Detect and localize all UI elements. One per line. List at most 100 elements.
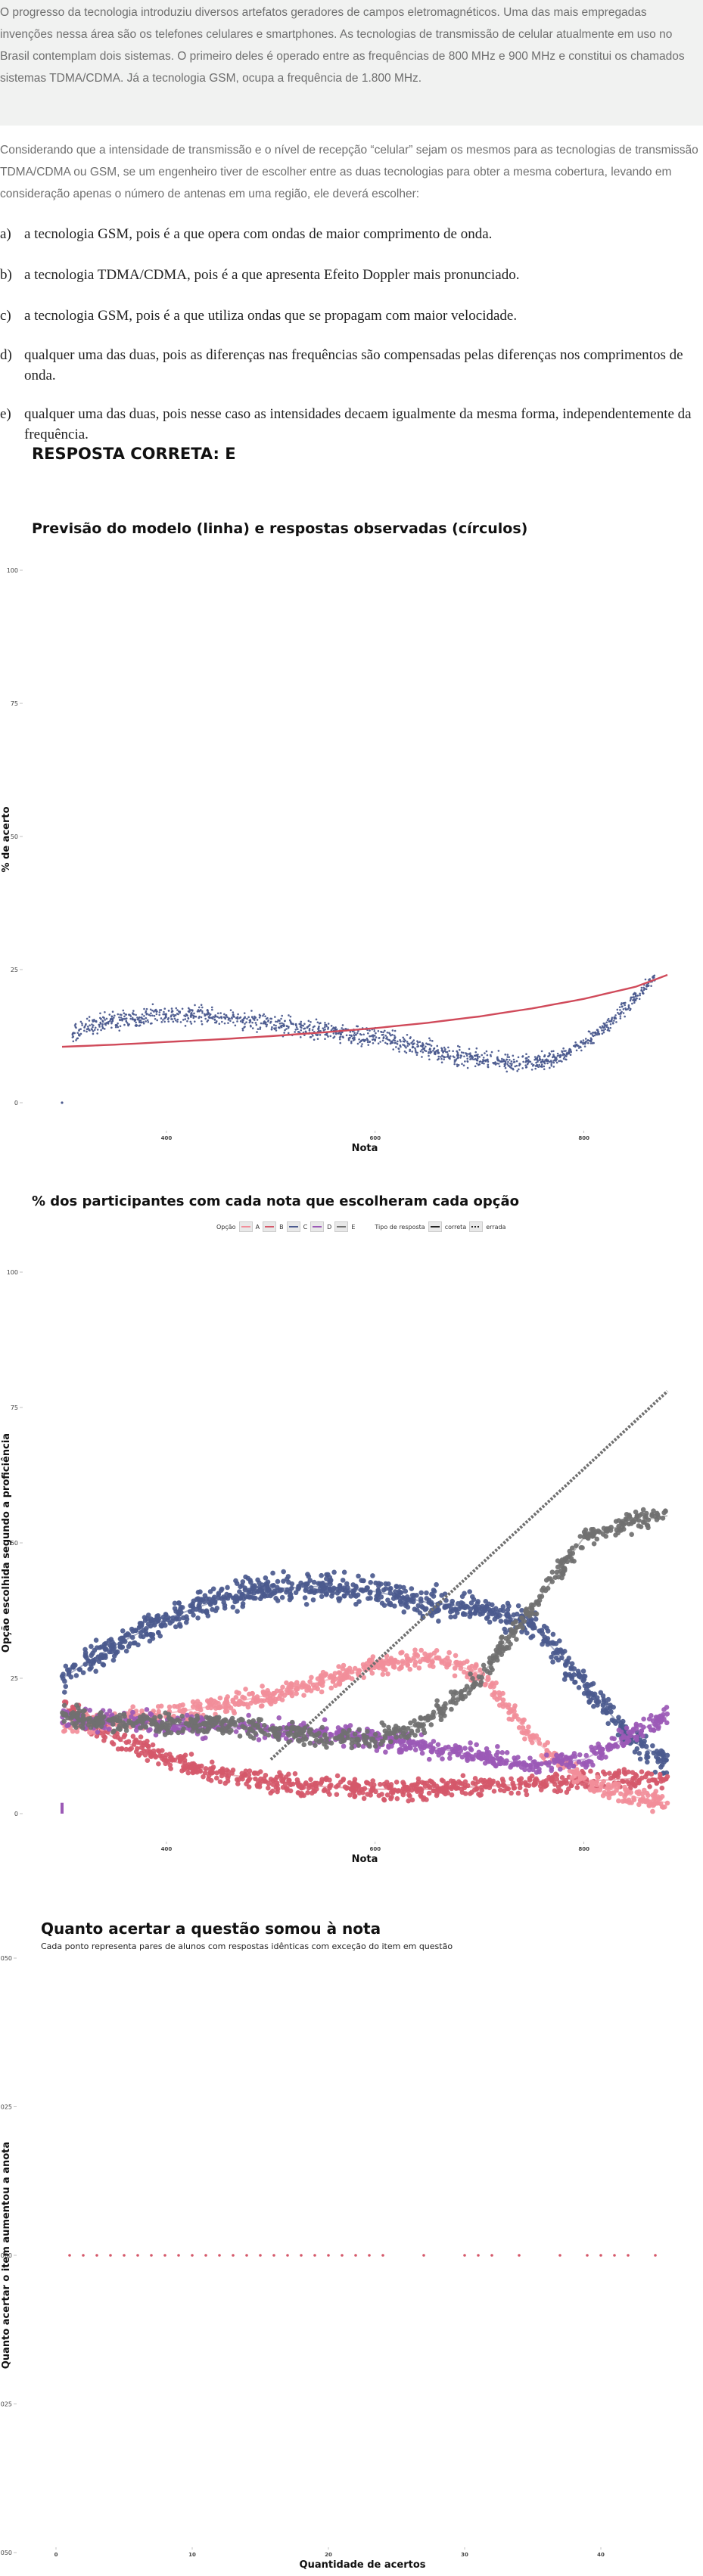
data-point-b bbox=[361, 1795, 367, 1802]
data-point-c bbox=[60, 1676, 66, 1681]
data-point-a bbox=[192, 1702, 198, 1707]
data-point bbox=[565, 1050, 567, 1052]
data-point bbox=[524, 1066, 527, 1069]
data-point-e bbox=[284, 1725, 290, 1731]
data-point-b bbox=[240, 1776, 245, 1782]
data-point bbox=[292, 1023, 294, 1026]
data-point bbox=[547, 1055, 549, 1058]
data-point-b bbox=[649, 1771, 655, 1777]
data-point bbox=[333, 1035, 336, 1038]
data-point-b bbox=[440, 1786, 446, 1792]
data-point bbox=[259, 1026, 262, 1029]
data-point bbox=[496, 1058, 499, 1061]
data-point-d bbox=[638, 1722, 643, 1728]
data-point-d bbox=[552, 1760, 558, 1765]
data-point bbox=[110, 1026, 113, 1029]
data-point bbox=[289, 1015, 292, 1018]
data-point-b bbox=[263, 1779, 269, 1784]
data-point bbox=[181, 1007, 184, 1010]
data-point-c bbox=[392, 1603, 397, 1609]
data-point-c bbox=[502, 1626, 508, 1632]
data-point-c bbox=[132, 1640, 138, 1646]
data-point-a bbox=[339, 1676, 345, 1681]
data-point-b bbox=[251, 1771, 257, 1777]
data-point-a bbox=[279, 1697, 285, 1702]
data-point bbox=[429, 1039, 431, 1041]
data-point bbox=[283, 1032, 285, 1034]
data-point bbox=[553, 1059, 556, 1062]
data-point bbox=[204, 1017, 207, 1020]
data-point-b bbox=[242, 1772, 248, 1778]
data-point-b bbox=[157, 1749, 162, 1755]
data-point-b bbox=[378, 1782, 383, 1787]
data-point-d bbox=[608, 1743, 614, 1749]
data-point bbox=[549, 1066, 551, 1069]
data-point-c bbox=[80, 1670, 86, 1675]
data-point-d bbox=[133, 1727, 139, 1733]
data-point-b bbox=[624, 1779, 630, 1785]
data-point-c bbox=[216, 1591, 222, 1596]
data-point-c bbox=[269, 1583, 275, 1588]
data-point-b bbox=[523, 1788, 529, 1793]
data-point bbox=[140, 1021, 143, 1024]
data-point-a bbox=[414, 1652, 419, 1657]
chart1-title: Previsão do modelo (linha) e respostas o… bbox=[32, 520, 528, 537]
data-point bbox=[246, 1017, 248, 1020]
data-point bbox=[312, 1035, 314, 1037]
data-point bbox=[460, 1054, 463, 1057]
data-point bbox=[83, 1026, 86, 1028]
data-point bbox=[644, 978, 647, 981]
data-point-c bbox=[312, 1587, 318, 1594]
data-point bbox=[594, 1032, 596, 1035]
data-point-c bbox=[263, 1581, 269, 1587]
data-point-c bbox=[506, 1614, 512, 1619]
data-point bbox=[170, 1018, 173, 1020]
data-point bbox=[110, 1017, 114, 1020]
data-point bbox=[550, 1050, 553, 1053]
data-point-c bbox=[409, 1593, 415, 1598]
data-point-a bbox=[156, 1709, 161, 1715]
data-point bbox=[586, 1041, 589, 1044]
data-point-c bbox=[173, 1624, 179, 1630]
data-point-a bbox=[400, 1650, 405, 1656]
data-point-a bbox=[284, 1680, 289, 1686]
data-point-d bbox=[649, 1713, 654, 1718]
data-point-d bbox=[498, 1761, 503, 1767]
data-point-d bbox=[419, 1750, 425, 1756]
data-point-c bbox=[586, 1683, 592, 1689]
data-point bbox=[377, 1042, 380, 1045]
data-point bbox=[253, 1019, 256, 1021]
data-point-a bbox=[622, 1793, 627, 1799]
data-point-c bbox=[405, 1604, 411, 1610]
data-point bbox=[71, 1032, 74, 1035]
data-point bbox=[306, 1026, 309, 1029]
data-point bbox=[232, 1013, 235, 1016]
data-point-c bbox=[325, 1572, 331, 1578]
data-point bbox=[530, 1063, 533, 1065]
data-point bbox=[207, 1016, 210, 1018]
data-point-e bbox=[441, 1703, 446, 1709]
data-point-c bbox=[661, 1757, 666, 1763]
data-point bbox=[89, 1024, 92, 1026]
data-point-e bbox=[307, 1740, 313, 1746]
data-point bbox=[415, 1054, 418, 1057]
legend-key-c bbox=[286, 1221, 300, 1232]
data-point-b bbox=[274, 1780, 280, 1786]
data-point-e bbox=[661, 1510, 667, 1516]
data-point bbox=[577, 1047, 580, 1049]
data-point-c bbox=[426, 1600, 432, 1605]
data-point bbox=[276, 1020, 279, 1023]
data-point bbox=[555, 1058, 558, 1060]
data-point bbox=[484, 1052, 486, 1054]
legend-label-a: A bbox=[255, 1223, 260, 1231]
data-point bbox=[509, 1066, 512, 1069]
data-point-c bbox=[179, 1609, 184, 1615]
data-point-d bbox=[431, 1739, 437, 1744]
data-point-a bbox=[327, 1674, 333, 1680]
chart2-legend: Opção A B C D E Tipo de resposta correta… bbox=[216, 1221, 505, 1233]
data-point-c bbox=[275, 1578, 281, 1584]
data-point-e bbox=[349, 1737, 355, 1743]
data-point-d bbox=[533, 1770, 540, 1775]
data-point bbox=[386, 1032, 389, 1034]
data-point-b bbox=[214, 1775, 219, 1781]
